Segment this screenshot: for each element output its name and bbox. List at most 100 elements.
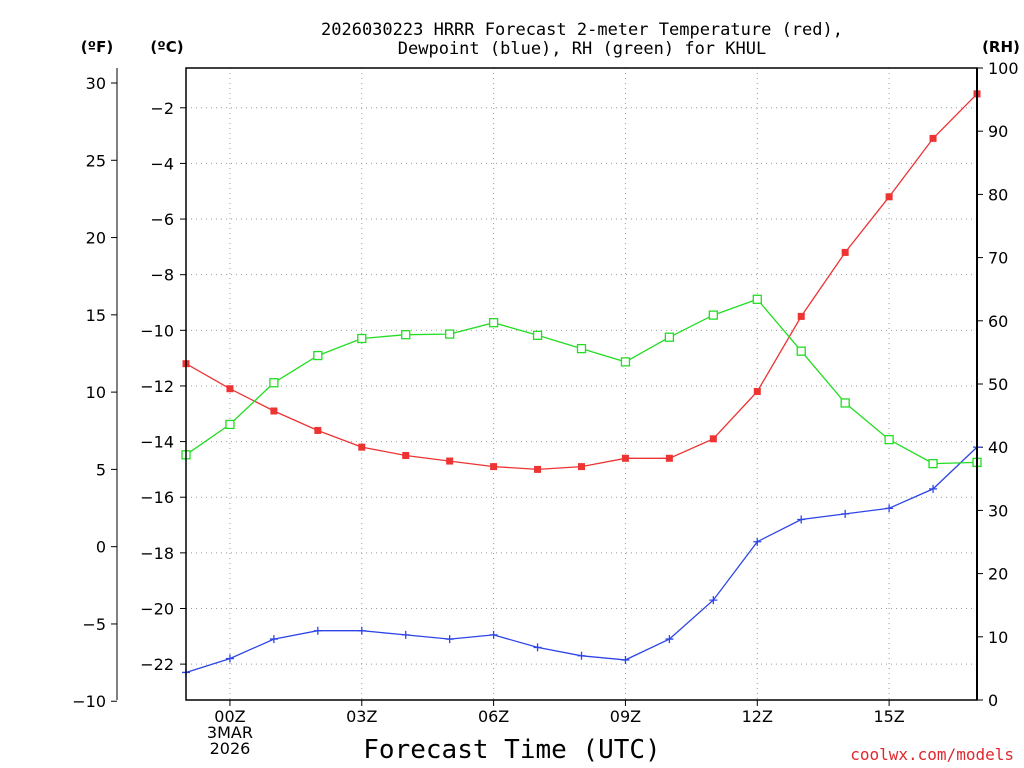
dewpoint-point xyxy=(357,626,366,635)
fahrenheit-tick-label: −5 xyxy=(82,615,106,634)
rh-unit-label: (RH) xyxy=(982,38,1020,56)
dewpoint-point xyxy=(225,654,234,663)
rh-point xyxy=(357,333,367,344)
rh-point xyxy=(884,434,894,445)
dewpoint-point xyxy=(445,635,454,644)
dewpoint-point xyxy=(885,504,894,513)
x-axis-title: Forecast Time (UTC) xyxy=(363,735,660,765)
temperature-point xyxy=(490,463,498,471)
plot-frame xyxy=(185,67,978,701)
rh-tick-label: 90 xyxy=(988,122,1008,141)
time-tick-label: 15Z xyxy=(873,707,904,726)
chart-title-line-1: 2026030223 HRRR Forecast 2-meter Tempera… xyxy=(321,20,843,40)
fahrenheit-tick-label: 20 xyxy=(86,229,106,248)
time-tick-label: 03Z xyxy=(346,707,377,726)
rh-tick-label: 40 xyxy=(988,438,1008,457)
rh-point xyxy=(225,419,235,430)
dewpoint-point xyxy=(533,643,542,652)
temperature-point xyxy=(270,407,278,415)
rh-point xyxy=(928,458,938,469)
dewpoint-point xyxy=(621,655,630,664)
dewpoint-line xyxy=(185,446,978,674)
temperature-point xyxy=(929,134,937,142)
dewpoint-point xyxy=(709,596,718,605)
temperature-point xyxy=(226,385,234,393)
celsius-tick-label: −2 xyxy=(150,99,174,118)
rh-point xyxy=(796,346,806,356)
temperature-line xyxy=(185,93,978,471)
celsius-tick-label: −18 xyxy=(140,544,174,563)
rh-tick-label: 60 xyxy=(988,312,1008,331)
dewpoint-point xyxy=(269,635,278,644)
fahrenheit-tick-label: 30 xyxy=(86,74,106,93)
celsius-unit-label: (ºC) xyxy=(150,38,183,56)
temperature-point xyxy=(578,463,585,471)
rh-point xyxy=(752,294,762,304)
fahrenheit-unit-label: (ºF) xyxy=(81,38,113,56)
rh-point xyxy=(708,310,718,320)
temperature-point xyxy=(358,443,366,451)
fahrenheit-tick-label: 25 xyxy=(86,151,106,170)
fahrenheit-tick-label: 0 xyxy=(96,538,106,557)
celsius-tick-label: −6 xyxy=(150,210,174,229)
rh-tick-label: 100 xyxy=(988,59,1019,78)
time-tick-label: 09Z xyxy=(610,707,641,726)
rh-tick-label: 0 xyxy=(988,691,998,710)
rh-point xyxy=(313,350,323,361)
celsius-tick-label: −12 xyxy=(140,377,174,396)
fahrenheit-tick-label: −10 xyxy=(72,692,106,711)
dewpoint-point xyxy=(401,630,410,639)
temperature-point xyxy=(885,193,893,201)
celsius-tick-label: −22 xyxy=(140,655,174,674)
rh-point xyxy=(620,357,631,367)
fahrenheit-tick-label: 15 xyxy=(86,306,106,325)
dewpoint-point xyxy=(753,537,762,546)
celsius-tick-label: −8 xyxy=(150,266,174,285)
dewpoint-point xyxy=(313,626,322,635)
temperature-point xyxy=(534,465,542,473)
grid-lines xyxy=(186,68,977,700)
celsius-tick-label: −4 xyxy=(150,154,174,173)
dewpoint-point xyxy=(797,515,806,524)
dewpoint-point xyxy=(665,635,674,644)
rh-point xyxy=(840,398,850,408)
dewpoint-point xyxy=(489,630,498,639)
dewpoint-point xyxy=(929,484,938,493)
celsius-tick-label: −14 xyxy=(140,433,174,452)
celsius-tick-label: −10 xyxy=(140,321,174,340)
credit-text: coolwx.com/models xyxy=(850,745,1014,764)
dewpoint-point xyxy=(841,509,850,518)
celsius-tick-label: −16 xyxy=(140,488,174,507)
fahrenheit-tick-label: 5 xyxy=(96,460,106,479)
fahrenheit-axis: 30 25 20 15 10 5 0 −5 −10 xyxy=(72,68,118,711)
rh-tick-label: 70 xyxy=(988,249,1008,268)
time-tick-label: 2026 xyxy=(210,739,251,758)
celsius-axis: −2 −4 −6 −8 −10 −12 −14 −16 −18 −20 −22 xyxy=(140,99,186,674)
rh-point xyxy=(488,318,499,328)
chart-title: 2026030223 HRRR Forecast 2-meter Tempera… xyxy=(321,20,843,59)
temperature-point xyxy=(621,454,629,462)
temperature-point xyxy=(797,312,805,320)
temperature-point xyxy=(753,388,761,396)
temperature-point xyxy=(709,435,717,443)
rh-point xyxy=(401,330,411,340)
fahrenheit-tick-label: 10 xyxy=(86,383,106,402)
dewpoint-series xyxy=(182,443,981,677)
celsius-tick-label: −20 xyxy=(140,599,174,618)
rh-line xyxy=(185,298,978,465)
time-tick-label: 06Z xyxy=(478,707,509,726)
rh-point xyxy=(445,329,455,339)
rh-tick-label: 50 xyxy=(988,375,1008,394)
time-tick-label: 12Z xyxy=(742,707,773,726)
time-tick-label: 00Z xyxy=(214,707,245,726)
rh-point xyxy=(532,330,543,340)
rh-point xyxy=(664,332,675,342)
rh-point xyxy=(576,343,587,354)
rh-tick-label: 20 xyxy=(988,565,1008,584)
temperature-point xyxy=(402,451,410,459)
time-tick-label: 3MAR xyxy=(207,723,253,742)
rh-point xyxy=(269,378,279,388)
dewpoint-point xyxy=(577,651,586,660)
